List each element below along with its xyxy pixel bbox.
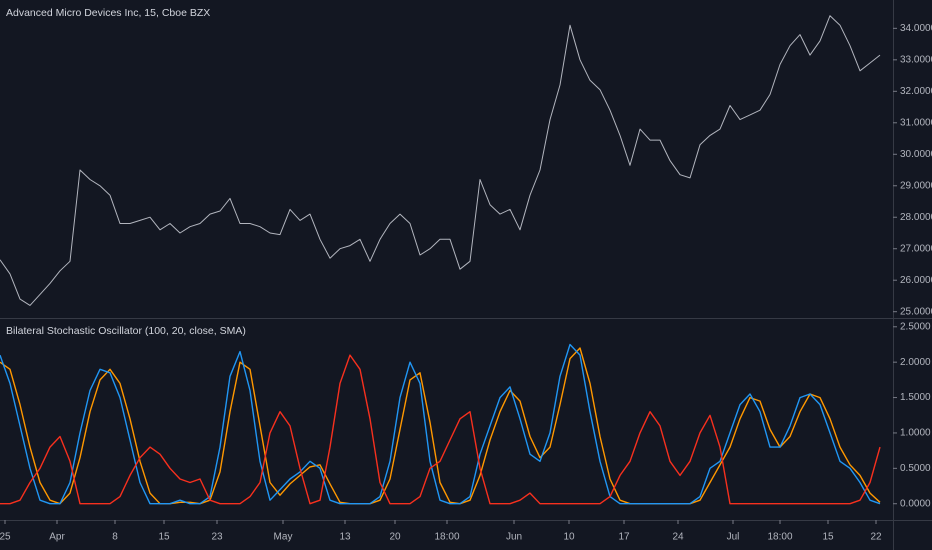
y-tick-label: 2.0000 xyxy=(900,357,931,368)
chart-title: Advanced Micro Devices Inc, 15, Cboe BZX xyxy=(6,7,210,19)
x-tick-label: 17 xyxy=(618,532,630,543)
indicator-title: Bilateral Stochastic Oscillator (100, 20… xyxy=(6,325,246,337)
x-tick-label: Apr xyxy=(49,532,65,543)
y-tick-label: 1.5000 xyxy=(900,392,931,403)
y-tick-label: 0.0000 xyxy=(900,498,931,509)
x-tick-label: 23 xyxy=(211,532,223,543)
y-tick-label: 33.0000 xyxy=(900,54,932,65)
line-series xyxy=(0,347,881,505)
y-tick-label: 25.0000 xyxy=(900,306,932,317)
y-tick-label: 34.0000 xyxy=(900,23,932,34)
x-tick-label: 8 xyxy=(112,532,118,543)
x-tick-label: 20 xyxy=(389,532,401,543)
x-tick-label: 15 xyxy=(158,532,170,543)
y-tick-label: 29.0000 xyxy=(900,180,932,191)
y-tick-label: 2.5000 xyxy=(900,321,931,332)
x-tick-label: May xyxy=(274,532,293,543)
y-tick-label: 31.0000 xyxy=(900,117,932,128)
y-tick-label: 1.0000 xyxy=(900,428,931,439)
x-tick-label: Jul xyxy=(727,532,740,543)
line-series xyxy=(0,343,881,505)
x-tick-label: 18:00 xyxy=(434,532,459,543)
y-tick-label: 28.0000 xyxy=(900,212,932,223)
x-tick-label: 10 xyxy=(563,532,575,543)
y-tick-label: 0.5000 xyxy=(900,463,931,474)
x-tick-label: 24 xyxy=(672,532,684,543)
x-tick-label: 13 xyxy=(339,532,351,543)
x-tick-label: 22 xyxy=(870,532,882,543)
y-tick-label: 30.0000 xyxy=(900,149,932,160)
line-series xyxy=(0,15,881,306)
x-tick-label: 25 xyxy=(0,532,11,543)
y-tick-label: 26.0000 xyxy=(900,275,932,286)
y-tick-label: 32.0000 xyxy=(900,86,932,97)
line-series xyxy=(0,354,881,505)
x-tick-label: 15 xyxy=(822,532,834,543)
x-tick-label: 18:00 xyxy=(767,532,792,543)
y-tick-label: 27.0000 xyxy=(900,243,932,254)
x-tick-label: Jun xyxy=(506,532,522,543)
